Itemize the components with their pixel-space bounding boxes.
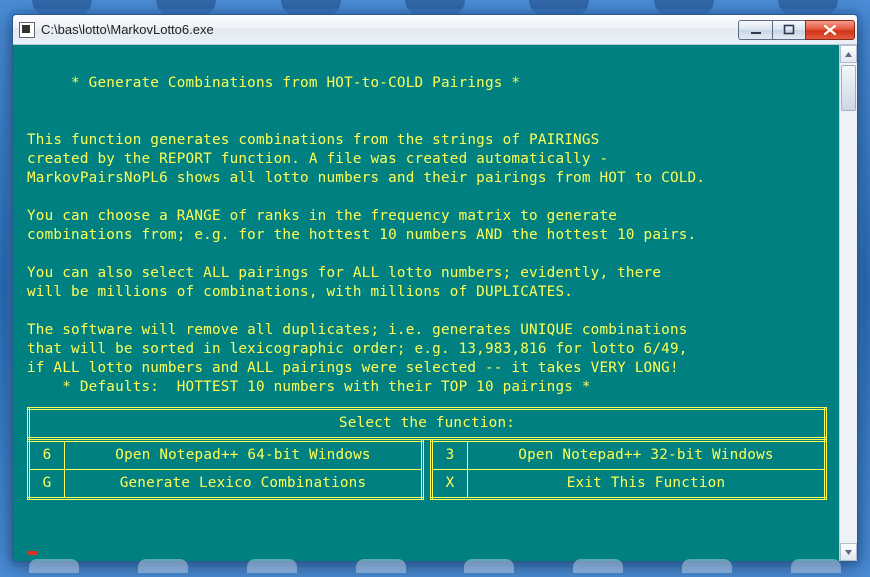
chevron-down-icon — [844, 548, 853, 557]
menu-label: Exit This Function — [468, 470, 826, 499]
minimize-icon — [750, 24, 762, 36]
menu-item[interactable]: X Exit This Function — [432, 470, 826, 499]
menu-key: 6 — [29, 441, 65, 470]
close-icon — [823, 24, 837, 36]
cursor-mark — [27, 551, 37, 555]
scroll-track[interactable] — [840, 63, 857, 543]
menu-key: X — [432, 470, 468, 499]
console-header: * Generate Combinations from HOT-to-COLD… — [27, 74, 827, 93]
app-icon — [19, 22, 35, 38]
menu-key: G — [29, 470, 65, 499]
chevron-up-icon — [844, 50, 853, 59]
menu-label: Open Notepad++ 32-bit Windows — [468, 441, 826, 470]
menu-key: 3 — [432, 441, 468, 470]
menu-item[interactable]: G Generate Lexico Combinations — [29, 470, 423, 499]
titlebar[interactable]: C:\bas\lotto\MarkovLotto6.exe — [13, 15, 857, 45]
menu-item[interactable]: 3 Open Notepad++ 32-bit Windows — [432, 441, 826, 470]
console-output: * Generate Combinations from HOT-to-COLD… — [13, 45, 839, 561]
console-defaults: * Defaults: HOTTEST 10 numbers with thei… — [27, 379, 591, 395]
window-title: C:\bas\lotto\MarkovLotto6.exe — [41, 22, 214, 37]
menu-label: Open Notepad++ 64-bit Windows — [65, 441, 423, 470]
console-body: This function generates combinations fro… — [27, 132, 705, 376]
scroll-thumb[interactable] — [841, 65, 856, 111]
maximize-icon — [783, 24, 795, 36]
close-button[interactable] — [805, 20, 855, 40]
app-window: C:\bas\lotto\MarkovLotto6.exe * Generat — [12, 14, 858, 562]
menu-title: Select the function: — [29, 409, 826, 439]
minimize-button[interactable] — [738, 20, 772, 40]
scroll-up-button[interactable] — [840, 45, 857, 63]
menu-item[interactable]: 6 Open Notepad++ 64-bit Windows — [29, 441, 423, 470]
menu-label: Generate Lexico Combinations — [65, 470, 423, 499]
vertical-scrollbar[interactable] — [839, 45, 857, 561]
maximize-button[interactable] — [772, 20, 806, 40]
client-area: * Generate Combinations from HOT-to-COLD… — [13, 45, 857, 561]
menu-box: Select the function: 6 Open Notepad++ 64… — [27, 407, 827, 500]
